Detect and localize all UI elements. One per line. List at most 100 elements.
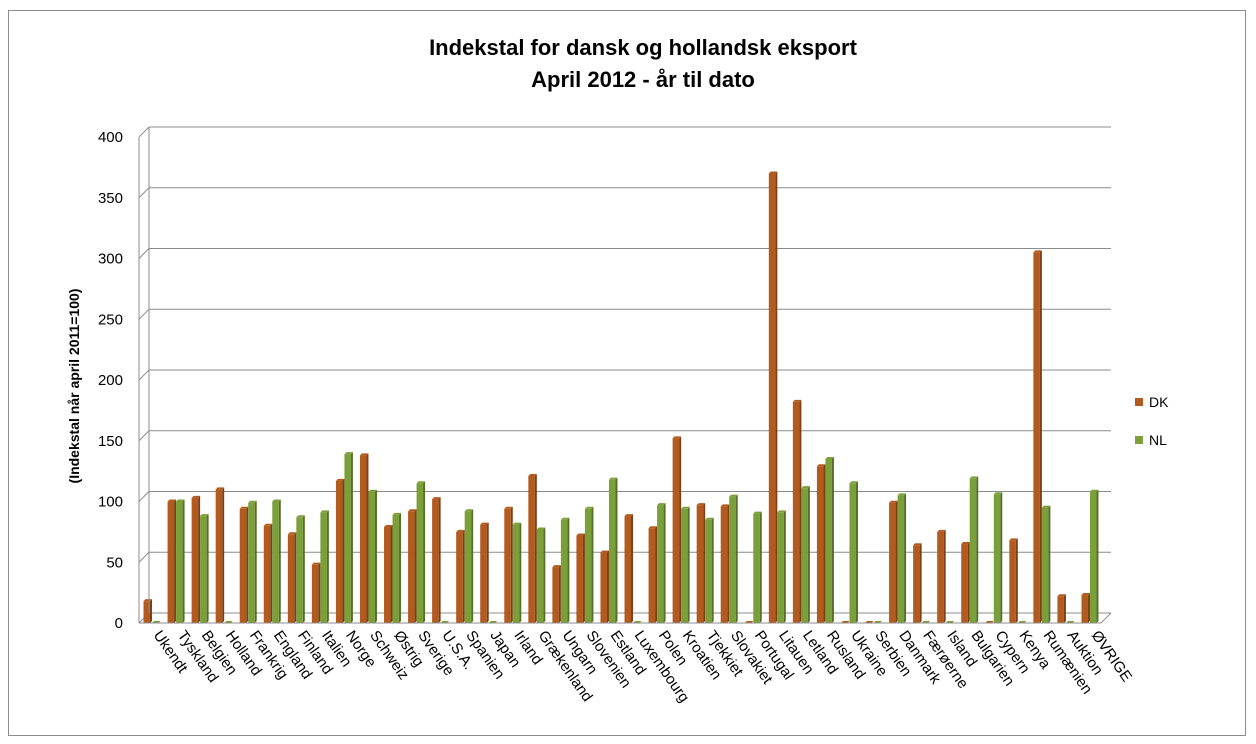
bar-front bbox=[993, 494, 1001, 623]
bar-top bbox=[696, 503, 706, 506]
bar-side bbox=[1096, 489, 1099, 623]
bar-nl bbox=[897, 493, 907, 623]
bar-dk bbox=[696, 503, 706, 623]
bar-front bbox=[705, 519, 712, 623]
bar-top bbox=[359, 453, 369, 456]
bar-side bbox=[278, 499, 281, 623]
bar-side bbox=[182, 499, 185, 623]
bar-side bbox=[904, 493, 907, 623]
bar-side bbox=[318, 562, 321, 623]
bar-nl bbox=[969, 476, 979, 623]
bar-front bbox=[560, 519, 568, 623]
bar-side bbox=[831, 456, 834, 623]
bar-top bbox=[969, 476, 979, 479]
bar-front bbox=[335, 480, 343, 623]
bar-nl bbox=[560, 517, 570, 623]
bar-top bbox=[344, 452, 353, 455]
bar-dk bbox=[624, 514, 634, 623]
bar-dk bbox=[215, 487, 225, 623]
bar-dk bbox=[432, 497, 441, 623]
bar-front bbox=[792, 401, 800, 623]
bar-top bbox=[191, 495, 201, 498]
bar-side bbox=[823, 464, 826, 623]
bar-top bbox=[657, 503, 666, 506]
y-tick-label: 200 bbox=[98, 372, 123, 389]
bar-side bbox=[374, 489, 377, 623]
bar-dk bbox=[720, 504, 730, 623]
bar-top bbox=[552, 565, 561, 568]
bar-front bbox=[512, 524, 520, 623]
bar-top bbox=[368, 489, 377, 492]
bar-side bbox=[510, 506, 513, 623]
bar-top bbox=[335, 478, 345, 481]
chart-svg: Indekstal for dansk og hollandsk eksport… bbox=[66, 35, 1169, 706]
bar-nl bbox=[536, 527, 546, 623]
bar-dk bbox=[1033, 250, 1042, 624]
bar-top bbox=[648, 526, 658, 529]
bar-side bbox=[486, 522, 489, 623]
bar-top bbox=[576, 533, 585, 536]
bar-dk bbox=[311, 562, 321, 623]
bar-top bbox=[311, 562, 321, 565]
bar-side bbox=[687, 506, 690, 623]
bar-nl bbox=[464, 509, 474, 623]
bar-front bbox=[681, 508, 688, 623]
bar-front bbox=[696, 505, 704, 623]
bar-top bbox=[200, 514, 209, 517]
bar-dk bbox=[191, 495, 201, 623]
bar-dk bbox=[816, 464, 826, 623]
bar-side bbox=[567, 517, 570, 623]
y-tick-label: 350 bbox=[98, 190, 123, 207]
bar-top bbox=[536, 527, 546, 530]
bar-front bbox=[648, 528, 656, 623]
bar-side bbox=[294, 532, 297, 623]
bar-side bbox=[390, 525, 393, 623]
bar-side bbox=[591, 506, 594, 623]
gridline-depth bbox=[138, 551, 150, 563]
legend: DK NL bbox=[1135, 394, 1169, 448]
grid-layer bbox=[138, 126, 1111, 624]
bar-dk bbox=[504, 506, 513, 623]
bar-nl bbox=[849, 481, 858, 623]
bar-dk bbox=[937, 529, 946, 623]
bar-top bbox=[560, 517, 570, 520]
bar-dk bbox=[456, 529, 465, 623]
bar-side bbox=[222, 487, 225, 623]
bar-nl bbox=[248, 500, 257, 623]
bar-top bbox=[624, 514, 634, 517]
bar-top bbox=[961, 542, 970, 545]
bar-front bbox=[720, 506, 728, 623]
bar-side bbox=[976, 476, 979, 623]
bar-front bbox=[937, 531, 944, 623]
bar-side bbox=[606, 550, 609, 623]
bar-side bbox=[519, 522, 522, 623]
bar-dk bbox=[961, 542, 970, 623]
bar-top bbox=[825, 456, 834, 459]
bar-dk bbox=[600, 550, 609, 623]
bar-front bbox=[584, 508, 592, 623]
bar-dk bbox=[143, 599, 153, 623]
bar-nl bbox=[801, 486, 810, 623]
bar-side bbox=[1063, 594, 1066, 623]
bar-front bbox=[368, 491, 375, 623]
bar-side bbox=[735, 494, 738, 623]
bar-dk bbox=[792, 399, 802, 623]
bar-front bbox=[897, 495, 905, 623]
bar-top bbox=[768, 171, 778, 174]
bar-front bbox=[1089, 491, 1097, 623]
chart-title: Indekstal for dansk og hollandsk eksport bbox=[429, 35, 858, 60]
bar-top bbox=[1041, 505, 1051, 508]
y-tick-label: 50 bbox=[106, 554, 123, 571]
bar-nl bbox=[657, 503, 666, 623]
bar-side bbox=[423, 481, 426, 623]
bar-side bbox=[414, 509, 417, 623]
bar-front bbox=[624, 516, 632, 623]
bar-dk bbox=[287, 532, 297, 623]
bar-top bbox=[263, 523, 273, 526]
bar-top bbox=[600, 550, 609, 553]
bar-dk bbox=[552, 565, 561, 623]
bar-front bbox=[392, 514, 400, 623]
bar-front bbox=[753, 513, 760, 623]
bar-side bbox=[582, 533, 585, 623]
bar-side bbox=[150, 599, 153, 623]
